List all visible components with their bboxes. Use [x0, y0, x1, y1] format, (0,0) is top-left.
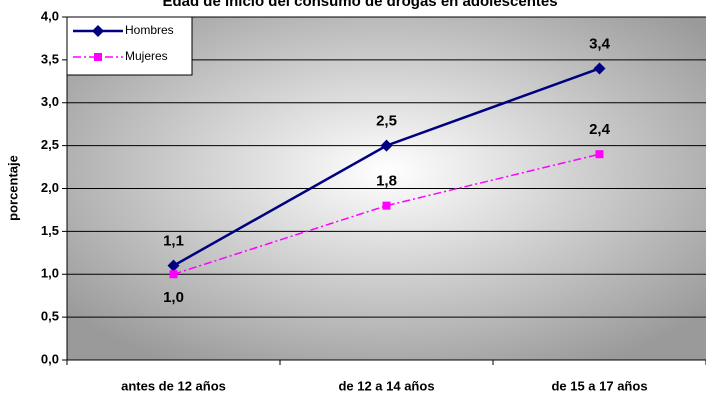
value-label: 3,4 [589, 35, 611, 52]
value-label: 2,4 [589, 121, 611, 138]
x-tick-label: de 12 a 14 años [338, 378, 434, 393]
y-tick-label: 1,5 [41, 223, 59, 238]
y-tick-label: 0,5 [41, 309, 59, 324]
value-label: 1,1 [163, 233, 184, 250]
y-tick-label: 0,0 [41, 351, 59, 366]
y-tick-label: 2,0 [41, 180, 59, 195]
x-tick-label: de 15 a 17 años [551, 378, 647, 393]
legend-box [66, 16, 193, 76]
point [169, 270, 178, 279]
point [380, 139, 393, 152]
point [593, 62, 606, 75]
y-tick-label: 4,0 [41, 8, 59, 23]
value-label: 1,8 [376, 173, 397, 190]
legend-marker [94, 53, 102, 61]
x-tick-label: antes de 12 años [121, 378, 226, 393]
legend-marker [92, 25, 104, 37]
legend-label: Mujeres [125, 49, 168, 63]
y-tick-label: 1,0 [41, 266, 59, 281]
point [595, 150, 604, 159]
value-label: 1,0 [163, 289, 184, 306]
chart-title: Edad de inicio del consumo de drogas en … [162, 0, 557, 10]
point [382, 201, 391, 210]
series-line [173, 153, 600, 275]
y-axis-label: porcentaje [5, 155, 20, 221]
y-tick-label: 3,5 [41, 51, 59, 66]
y-tick-label: 2,5 [41, 137, 59, 152]
point [167, 259, 180, 272]
legend-label: Hombres [125, 23, 174, 37]
value-label: 2,5 [376, 113, 397, 130]
y-tick-label: 3,0 [41, 94, 59, 109]
